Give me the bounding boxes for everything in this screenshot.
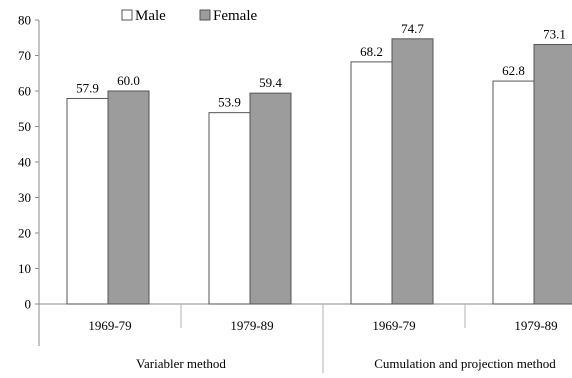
female-bar xyxy=(107,90,150,305)
data-label: 57.9 xyxy=(76,80,99,95)
female-bar xyxy=(249,92,292,305)
data-label: 60.0 xyxy=(117,73,140,88)
y-tick-label: 70 xyxy=(18,48,31,63)
data-label: 73.1 xyxy=(543,26,566,41)
male-bar xyxy=(492,80,535,305)
legend-label-male: Male xyxy=(135,8,166,24)
y-tick-label: 40 xyxy=(18,155,31,170)
female-bar xyxy=(391,38,434,305)
legend-label-female: Female xyxy=(213,8,257,24)
data-label: 68.2 xyxy=(360,44,383,59)
y-tick-label: 80 xyxy=(18,13,31,28)
y-tick-label: 20 xyxy=(18,226,31,241)
male-bar xyxy=(208,112,251,305)
x-group-label: Variabler method xyxy=(136,356,226,371)
data-label: 74.7 xyxy=(401,21,424,36)
x-category-label: 1979-89 xyxy=(514,318,557,333)
data-label: 62.8 xyxy=(502,63,525,78)
y-tick-label: 30 xyxy=(18,190,31,205)
legend-swatch-female xyxy=(199,9,211,21)
x-category-label: 1979-89 xyxy=(230,318,273,333)
y-tick-label: 0 xyxy=(25,297,32,312)
male-bar xyxy=(66,97,109,305)
y-tick-label: 60 xyxy=(18,84,31,99)
y-tick-label: 50 xyxy=(18,119,31,134)
data-label: 53.9 xyxy=(218,95,241,110)
x-category-label: 1969-79 xyxy=(372,318,415,333)
x-category-label: 1969-79 xyxy=(88,318,131,333)
x-group-label: Cumulation and projection method xyxy=(374,356,556,371)
male-bar xyxy=(350,61,393,305)
female-bar xyxy=(533,43,572,305)
data-label: 59.4 xyxy=(259,75,282,90)
legend-swatch-male xyxy=(121,9,133,21)
y-tick-label: 10 xyxy=(18,261,31,276)
